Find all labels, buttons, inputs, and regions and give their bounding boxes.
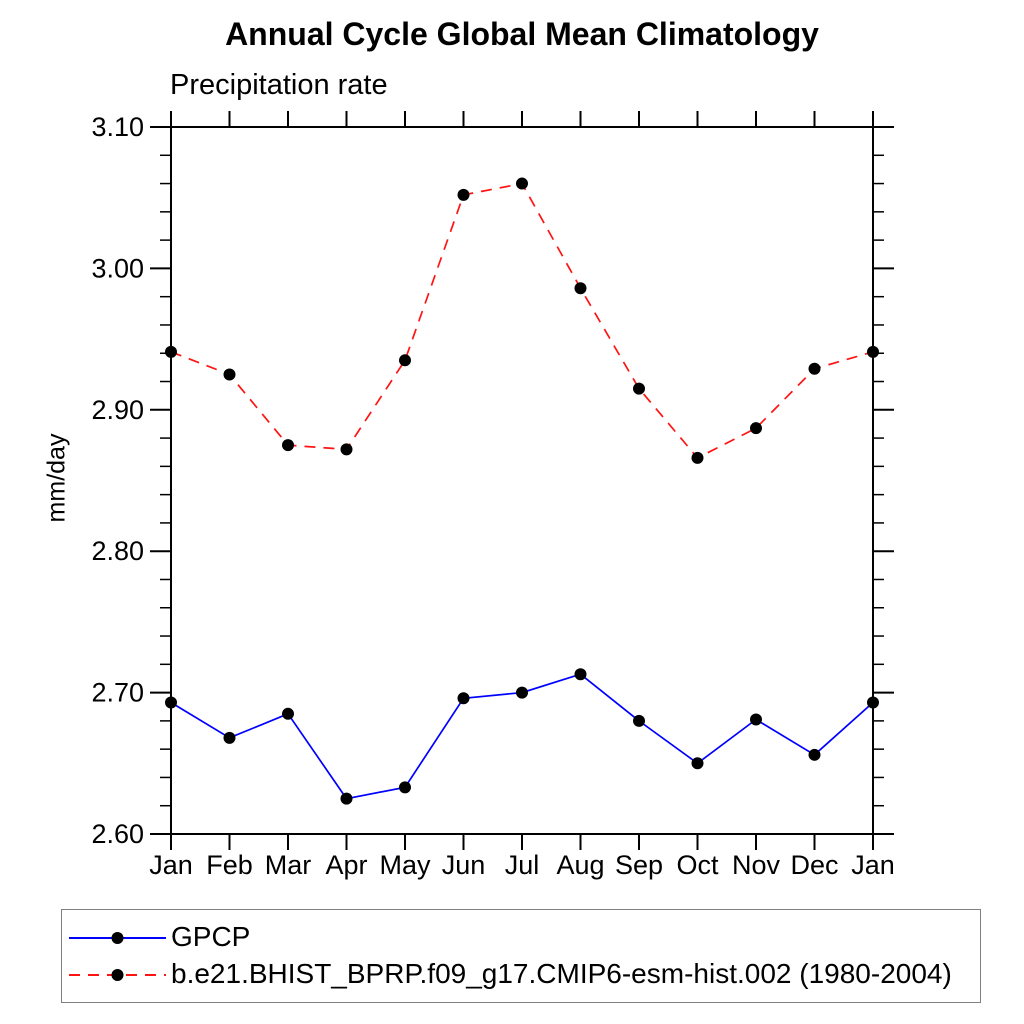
x-tick-label: Jun bbox=[442, 850, 486, 880]
data-point bbox=[399, 354, 411, 367]
legend-sample-marker bbox=[111, 931, 124, 944]
data-point bbox=[808, 362, 821, 375]
x-tick-label: Feb bbox=[206, 850, 253, 880]
data-point bbox=[574, 282, 587, 295]
data-point bbox=[399, 781, 411, 794]
legend-sample-marker bbox=[111, 968, 124, 981]
data-point bbox=[457, 692, 470, 705]
data-point bbox=[516, 686, 528, 699]
data-point bbox=[282, 439, 294, 452]
data-point bbox=[633, 382, 645, 395]
data-point bbox=[516, 177, 528, 190]
y-tick-label: 2.60 bbox=[91, 819, 144, 849]
data-point bbox=[750, 713, 762, 726]
x-tick-label: Apr bbox=[325, 850, 367, 880]
data-point bbox=[867, 696, 879, 709]
data-point bbox=[574, 668, 587, 681]
legend-sample-line-model bbox=[69, 968, 166, 981]
y-tick-label: 2.90 bbox=[91, 395, 144, 425]
x-tick-label: Oct bbox=[676, 850, 719, 880]
legend-sample-line-gpcp bbox=[69, 931, 166, 944]
x-tick-label: Dec bbox=[790, 850, 838, 880]
data-point bbox=[165, 345, 177, 358]
x-tick-label: May bbox=[379, 850, 431, 880]
data-point bbox=[867, 345, 879, 358]
x-tick-label: Jan bbox=[149, 850, 193, 880]
legend-label-model: b.e21.BHIST_BPRP.f09_g17.CMIP6-esm-hist.… bbox=[171, 957, 952, 989]
data-point bbox=[750, 422, 762, 435]
legend-row-gpcp: GPCP bbox=[69, 919, 980, 956]
x-tick-label: Jan bbox=[851, 850, 895, 880]
y-tick-label: 3.00 bbox=[91, 253, 144, 283]
x-tick-label: Mar bbox=[265, 850, 312, 880]
data-point bbox=[691, 451, 704, 464]
x-tick-label: Sep bbox=[615, 850, 663, 880]
legend-row-model: b.e21.BHIST_BPRP.f09_g17.CMIP6-esm-hist.… bbox=[69, 956, 980, 993]
y-tick-label: 3.10 bbox=[91, 112, 144, 142]
plot-frame bbox=[170, 126, 874, 835]
data-point bbox=[633, 714, 645, 727]
chart-subtitle: Precipitation rate bbox=[170, 69, 388, 101]
x-tick-label: Nov bbox=[732, 850, 781, 880]
data-point bbox=[223, 368, 236, 381]
legend-label-gpcp: GPCP bbox=[171, 920, 251, 952]
data-point bbox=[808, 748, 821, 761]
data-point bbox=[223, 731, 236, 744]
y-tick-label: 2.70 bbox=[91, 678, 144, 708]
y-tick-label: 2.80 bbox=[91, 536, 144, 566]
data-point bbox=[340, 443, 353, 456]
data-point bbox=[340, 792, 353, 805]
data-point bbox=[282, 707, 294, 720]
data-point bbox=[457, 188, 470, 201]
chart-title: Annual Cycle Global Mean Climatology bbox=[225, 16, 819, 52]
data-point bbox=[691, 757, 704, 770]
series-line-model bbox=[170, 182, 874, 459]
legend: GPCP b.e21.BHIST_BPRP.f09_g17.CMIP6-esm-… bbox=[61, 909, 981, 1003]
data-point bbox=[165, 696, 177, 709]
x-tick-label: Aug bbox=[556, 850, 604, 880]
x-tick-label: Jul bbox=[505, 850, 540, 880]
